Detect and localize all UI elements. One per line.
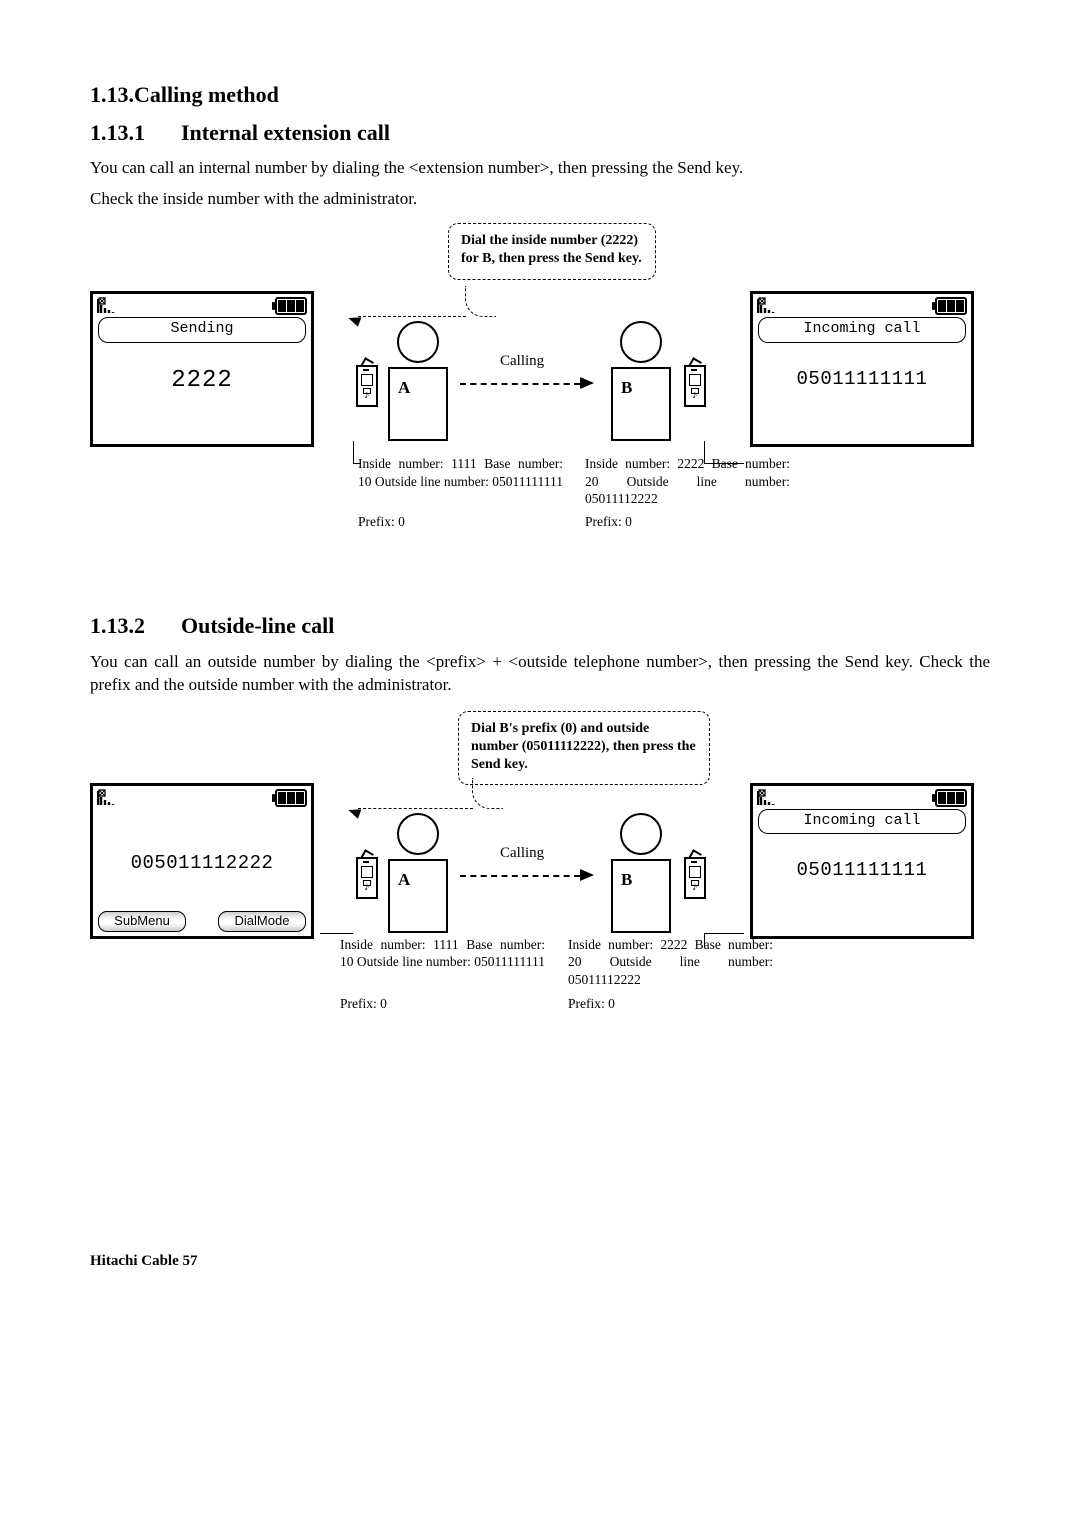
paragraph: Check the inside number with the adminis… — [90, 188, 990, 211]
phone-number-display: 05011111111 — [753, 858, 971, 884]
person-a: A — [382, 813, 454, 933]
prefix-text-b: Prefix: 0 — [568, 995, 773, 1013]
heading-1-13-1: 1.13.1 Internal extension call — [90, 118, 990, 148]
heading-number: 1.13.2 — [90, 611, 145, 641]
paragraph: You can call an outside number by dialin… — [90, 651, 990, 697]
page-footer: Hitachi Cable 57 — [90, 1251, 990, 1271]
phone-number-display: 05011111111 — [753, 367, 971, 393]
phone-topbar — [93, 786, 311, 809]
dashed-connector-curve — [472, 778, 503, 809]
calling-label: Calling — [500, 843, 544, 863]
signal-icon — [97, 297, 127, 315]
calling-arrow — [460, 383, 580, 385]
calling-label: Calling — [500, 351, 544, 371]
signal-icon — [757, 297, 787, 315]
diagram-outside-call: Dial B's prefix (0) and outside number (… — [90, 711, 990, 1071]
prefix-text-b: Prefix: 0 — [585, 513, 790, 531]
callout-box: Dial the inside number (2222) for B, the… — [448, 223, 656, 279]
tinyphone-icon: ♪ — [684, 857, 706, 899]
info-text-a: Inside number: 1111 Base number: 10 Outs… — [340, 936, 545, 971]
person-b: B — [605, 321, 677, 441]
phone-banner: Incoming call — [758, 317, 966, 342]
connector-line — [320, 933, 353, 934]
phone-screen-b: Incoming call 05011111111 — [750, 783, 974, 939]
diagram-internal-call: Dial the inside number (2222) for B, the… — [90, 223, 990, 583]
callout-box: Dial B's prefix (0) and outside number (… — [458, 711, 710, 786]
paragraph: You can call an internal number by diali… — [90, 157, 990, 180]
battery-icon — [935, 297, 967, 315]
info-text-b: Inside number: 2222 Base number: 20 Outs… — [568, 936, 773, 989]
person-label: A — [398, 377, 410, 400]
heading-title: Outside-line call — [181, 613, 334, 638]
person-a: A — [382, 321, 454, 441]
tinyphone-icon: ♪ — [356, 365, 378, 407]
battery-icon — [275, 789, 307, 807]
phone-topbar — [753, 786, 971, 809]
person-label: B — [621, 869, 632, 892]
info-text-a: Inside number: 1111 Base number: 10 Outs… — [358, 455, 563, 490]
prefix-text-a: Prefix: 0 — [340, 995, 545, 1013]
calling-arrow — [460, 875, 580, 877]
phone-number-display: 2222 — [93, 365, 311, 397]
dashed-connector — [358, 316, 466, 317]
dashed-connector — [358, 808, 473, 809]
phone-screen-a: Sending 2222 — [90, 291, 314, 447]
arrowhead-icon — [580, 377, 594, 389]
softkey-dialmode[interactable]: DialMode — [218, 911, 306, 932]
phone-banner: Sending — [98, 317, 306, 342]
phone-screen-a: 005011112222 SubMenu DialMode — [90, 783, 314, 939]
connector-line — [704, 933, 744, 934]
heading-number: 1.13.1 — [90, 118, 145, 148]
signal-icon — [757, 789, 787, 807]
heading-1-13: 1.13.Calling method — [90, 80, 990, 110]
phone-topbar — [93, 294, 311, 317]
heading-1-13-2: 1.13.2 Outside-line call — [90, 611, 990, 641]
signal-icon — [97, 789, 127, 807]
tinyphone-icon: ♪ — [684, 365, 706, 407]
connector-line — [353, 441, 354, 463]
dashed-connector-curve — [465, 286, 496, 317]
phone-banner: Incoming call — [758, 809, 966, 834]
person-label: A — [398, 869, 410, 892]
tinyphone-icon: ♪ — [356, 857, 378, 899]
arrowhead-icon — [580, 869, 594, 881]
softkey-submenu[interactable]: SubMenu — [98, 911, 186, 932]
phone-screen-b: Incoming call 05011111111 — [750, 291, 974, 447]
prefix-text-a: Prefix: 0 — [358, 513, 563, 531]
person-b: B — [605, 813, 677, 933]
softkey-bar: SubMenu DialMode — [98, 911, 306, 932]
person-label: B — [621, 377, 632, 400]
phone-topbar — [753, 294, 971, 317]
heading-title: Internal extension call — [181, 120, 390, 145]
battery-icon — [935, 789, 967, 807]
battery-icon — [275, 297, 307, 315]
phone-number-display: 005011112222 — [93, 851, 311, 877]
info-text-b: Inside number: 2222 Base number: 20 Outs… — [585, 455, 790, 508]
